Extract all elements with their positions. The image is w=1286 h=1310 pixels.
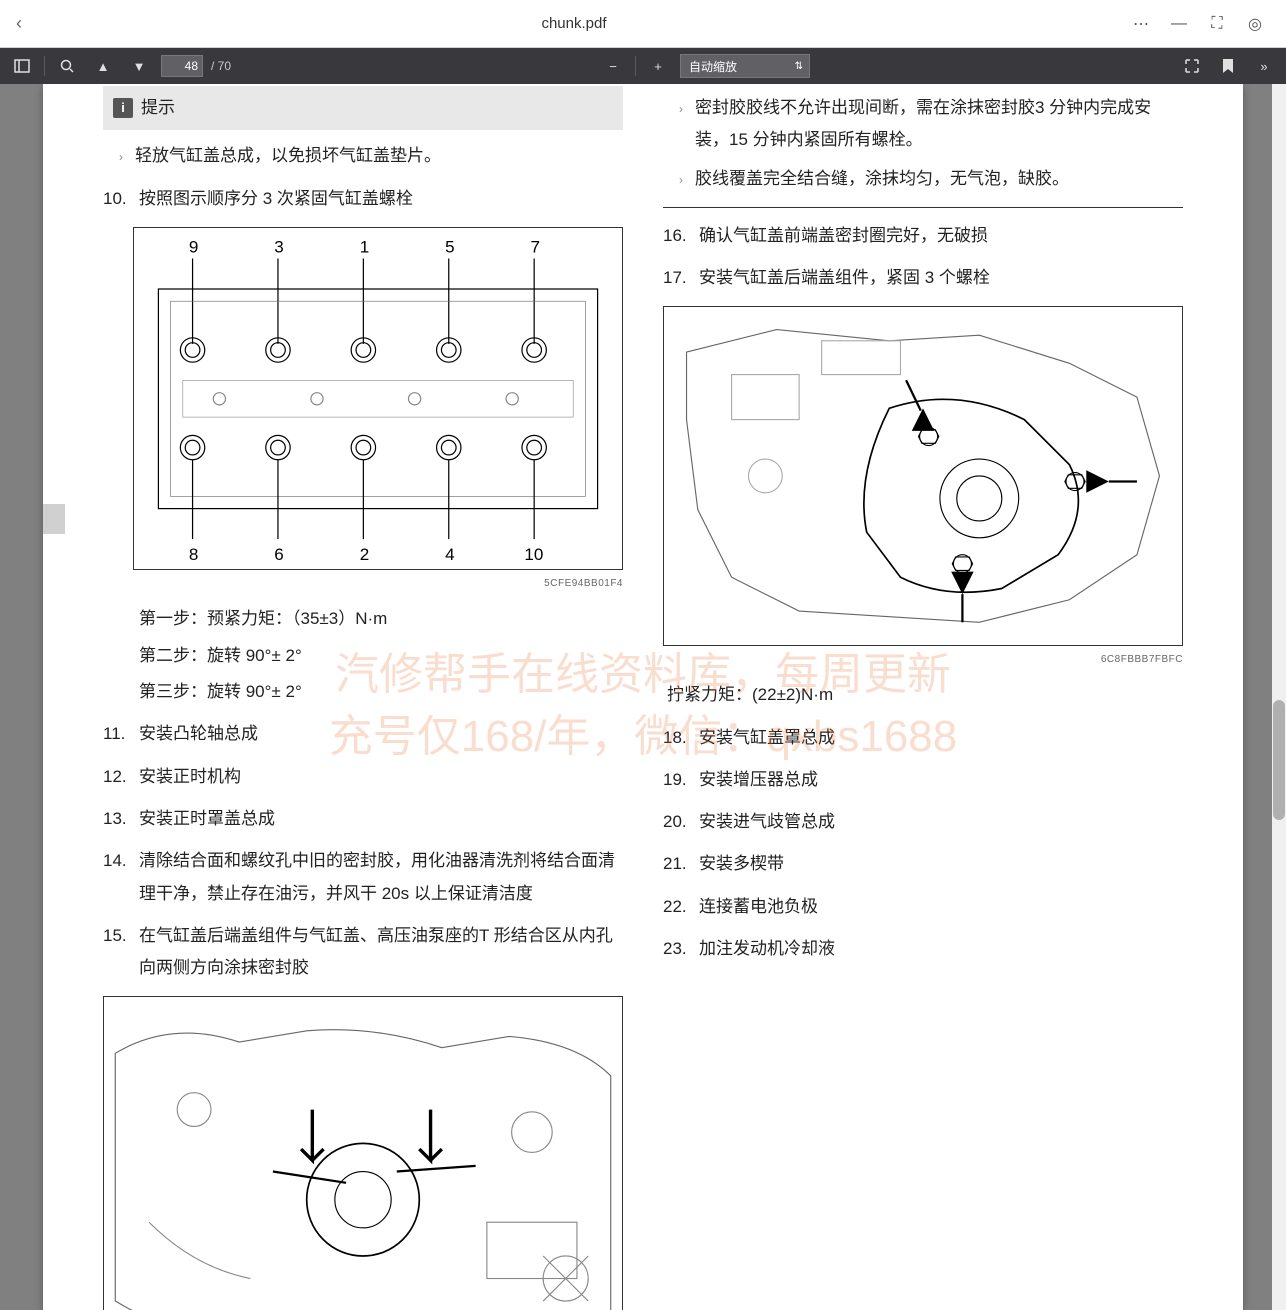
toolbar-divider (44, 56, 45, 76)
svg-text:10: 10 (524, 545, 543, 564)
hint-box: i 提示 (103, 86, 623, 130)
left-column: i 提示 › 轻放气缸盖总成，以免损坏气缸盖垫片。 10. 按照图示顺序分 3 … (103, 86, 623, 1270)
step-text: 安装进气歧管总成 (699, 806, 1183, 838)
minimize-icon[interactable]: — (1164, 9, 1194, 39)
step-text: 确认气缸盖前端盖密封圈完好，无破损 (699, 220, 1183, 252)
figure-bolt-sequence: 9 3 1 5 7 (133, 227, 623, 571)
bullet-text: 轻放气缸盖总成，以免损坏气缸盖垫片。 (135, 140, 623, 172)
fig-label: 9 (189, 237, 199, 256)
search-icon[interactable] (53, 52, 81, 80)
document-title: chunk.pdf (34, 15, 1114, 32)
prev-page-icon[interactable]: ▲ (89, 52, 117, 80)
presentation-icon[interactable] (1178, 52, 1206, 80)
more-icon[interactable]: ⋯ (1126, 9, 1156, 39)
page-total-label: / 70 (211, 59, 231, 73)
page-number-input[interactable] (161, 55, 203, 77)
step-text: 安装气缸盖后端盖组件，紧固 3 个螺栓 (699, 262, 1183, 294)
step-text: 在气缸盖后端盖组件与气缸盖、高压油泵座的T 形结合区从内孔向两侧方向涂抹密封胶 (139, 920, 623, 985)
step-text: 安装气缸盖罩总成 (699, 722, 1183, 754)
maximize-icon[interactable]: ⛶ (1202, 9, 1232, 39)
figure-sealant-application (103, 996, 623, 1310)
scrollbar-thumb[interactable] (1273, 700, 1285, 820)
figure-rear-cover-bolts (663, 306, 1183, 646)
bullet-text: 密封胶胶线不允许出现间断，需在涂抹密封胶3 分钟内完成安装，15 分钟内紧固所有… (695, 92, 1183, 157)
svg-text:6: 6 (274, 545, 284, 564)
step-text: 安装增压器总成 (699, 764, 1183, 796)
target-icon[interactable]: ◎ (1240, 9, 1270, 39)
zoom-out-icon[interactable]: − (599, 52, 627, 80)
svg-text:3: 3 (274, 237, 284, 256)
figure-caption: 5CFE94BB01F4 (133, 574, 623, 593)
step-text: 安装凸轮轴总成 (139, 718, 623, 750)
zoom-select[interactable]: 自动缩放 (680, 54, 810, 78)
tools-icon[interactable]: » (1250, 52, 1278, 80)
step-text: 加注发动机冷却液 (699, 933, 1183, 965)
figure-caption: 6C8FBBB7FBFC (663, 650, 1183, 669)
toolbar-divider (635, 56, 636, 76)
svg-text:7: 7 (530, 237, 540, 256)
sidebar-toggle-icon[interactable] (8, 52, 36, 80)
torque-spec: 拧紧力矩：(22±2)N·m (667, 679, 1183, 711)
pdf-page: i 提示 › 轻放气缸盖总成，以免损坏气缸盖垫片。 10. 按照图示顺序分 3 … (43, 84, 1243, 1310)
bookmark-icon[interactable] (1214, 52, 1242, 80)
page-viewport: i 提示 › 轻放气缸盖总成，以免损坏气缸盖垫片。 10. 按照图示顺序分 3 … (0, 84, 1286, 1310)
info-icon: i (113, 98, 133, 118)
right-column: ›密封胶胶线不允许出现间断，需在涂抹密封胶3 分钟内完成安装，15 分钟内紧固所… (663, 86, 1183, 1270)
bullet-text: 胶线覆盖完全结合缝，涂抹均匀，无气泡，缺胶。 (695, 163, 1183, 195)
bullet-marker: › (103, 140, 123, 172)
back-icon[interactable]: ‹ (16, 13, 22, 34)
zoom-select-label: 自动缩放 (689, 58, 737, 75)
step-item: 10. 按照图示顺序分 3 次紧固气缸盖螺栓 (103, 183, 623, 215)
step-text: 安装多楔带 (699, 848, 1183, 880)
top-right-icons: ⋯ — ⛶ ◎ (1126, 9, 1270, 39)
scrollbar-track[interactable] (1272, 84, 1286, 1310)
hint-label: 提示 (141, 92, 175, 124)
step-number: 10. (103, 183, 133, 215)
sub-step: 第三步：旋转 90°± 2° (139, 676, 623, 708)
step-text: 清除结合面和螺纹孔中旧的密封胶，用化油器清洗剂将结合面清理干净，禁止存在油污，并… (139, 845, 623, 910)
pdf-toolbar: ▲ ▼ / 70 − + 自动缩放 » (0, 48, 1286, 84)
svg-text:2: 2 (360, 545, 370, 564)
browser-top-bar: ‹ chunk.pdf ⋯ — ⛶ ◎ (0, 0, 1286, 48)
sub-step: 第一步：预紧力矩：（35±3）N·m (139, 603, 623, 635)
zoom-in-icon[interactable]: + (644, 52, 672, 80)
step-text: 安装正时机构 (139, 761, 623, 793)
svg-text:8: 8 (189, 545, 199, 564)
svg-text:5: 5 (445, 237, 454, 256)
svg-text:4: 4 (445, 545, 454, 564)
page-side-tab (43, 504, 65, 534)
bullet-item: › 轻放气缸盖总成，以免损坏气缸盖垫片。 (103, 140, 623, 172)
step-text: 连接蓄电池负极 (699, 891, 1183, 923)
sub-step: 第二步：旋转 90°± 2° (139, 640, 623, 672)
step-text: 按照图示顺序分 3 次紧固气缸盖螺栓 (139, 183, 623, 215)
next-page-icon[interactable]: ▼ (125, 52, 153, 80)
svg-text:1: 1 (360, 237, 370, 256)
step-text: 安装正时罩盖总成 (139, 803, 623, 835)
divider-line (663, 207, 1183, 208)
